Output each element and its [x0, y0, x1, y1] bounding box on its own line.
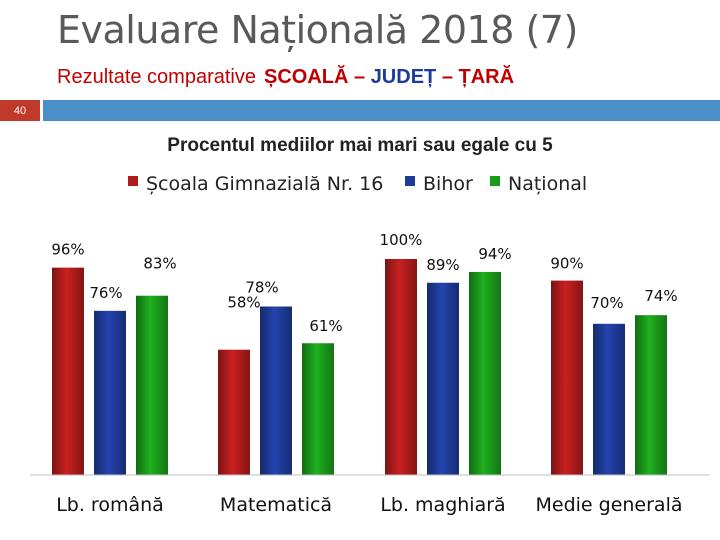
legend-label: Bihor — [423, 173, 473, 195]
chart-legend: Școala Gimnazială Nr. 16 Bihor Național — [128, 173, 587, 195]
bar — [593, 323, 625, 475]
bar-chart: Procentul mediilor mai mari sau egale cu… — [30, 135, 710, 516]
data-label: 61% — [309, 317, 342, 335]
category-label: Medie generală — [535, 494, 682, 516]
legend-swatch — [490, 176, 500, 186]
data-label: 70% — [590, 294, 623, 312]
category-label: Matematică — [220, 494, 332, 516]
data-label: 94% — [478, 245, 511, 263]
category-labels: Lb. română Matematică Lb. maghiară Medie ge… — [56, 494, 682, 516]
data-label: 76% — [89, 284, 122, 302]
data-label: 90% — [550, 255, 583, 273]
subtitle-country: ȚARĂ — [458, 66, 515, 88]
category-label: Lb. română — [56, 494, 164, 516]
subtitle-prefix: Rezultate comparative — [57, 66, 256, 88]
legend-swatch — [128, 176, 138, 186]
accent-bar — [43, 100, 720, 121]
bar — [469, 271, 501, 475]
slide-title: Evaluare Națională 2018 (7) — [57, 8, 578, 52]
bar — [385, 259, 417, 475]
category-label: Lb. maghiară — [380, 494, 505, 516]
slide-number: 40 — [0, 100, 40, 121]
slide-number-bar: 40 — [0, 100, 720, 121]
bar — [94, 310, 126, 475]
bar — [427, 282, 459, 475]
bar — [218, 349, 250, 475]
slide-subtitle: Rezultate comparative ȘCOALĂ – JUDEȚ – ȚA… — [57, 66, 514, 89]
subtitle-separator: – — [441, 66, 453, 88]
subtitle-separator: – — [354, 66, 366, 88]
subtitle-school: ȘCOALĂ — [263, 66, 349, 88]
data-label: 83% — [143, 255, 176, 273]
bar — [52, 267, 84, 475]
data-label: 96% — [51, 241, 84, 259]
data-label: 89% — [426, 256, 459, 274]
bar — [302, 343, 334, 475]
data-label: 74% — [644, 287, 677, 305]
chart-title: Procentul mediilor mai mari sau egale cu… — [167, 135, 553, 156]
bar — [136, 295, 168, 475]
legend-label: Școala Gimnazială Nr. 16 — [146, 173, 383, 195]
data-label: 100% — [380, 231, 423, 249]
data-label: 78% — [245, 279, 278, 297]
chart-bars: 96% 76% 83% 58%78% 61% 100%89% 94% 90% 70% 74% — [51, 231, 678, 475]
bar — [635, 315, 667, 475]
legend-label: Național — [508, 173, 587, 195]
data-label: 58% — [227, 294, 260, 312]
bar — [260, 306, 292, 475]
subtitle-county: JUDEȚ — [370, 66, 437, 88]
legend-swatch — [405, 176, 415, 186]
bar — [551, 280, 583, 475]
